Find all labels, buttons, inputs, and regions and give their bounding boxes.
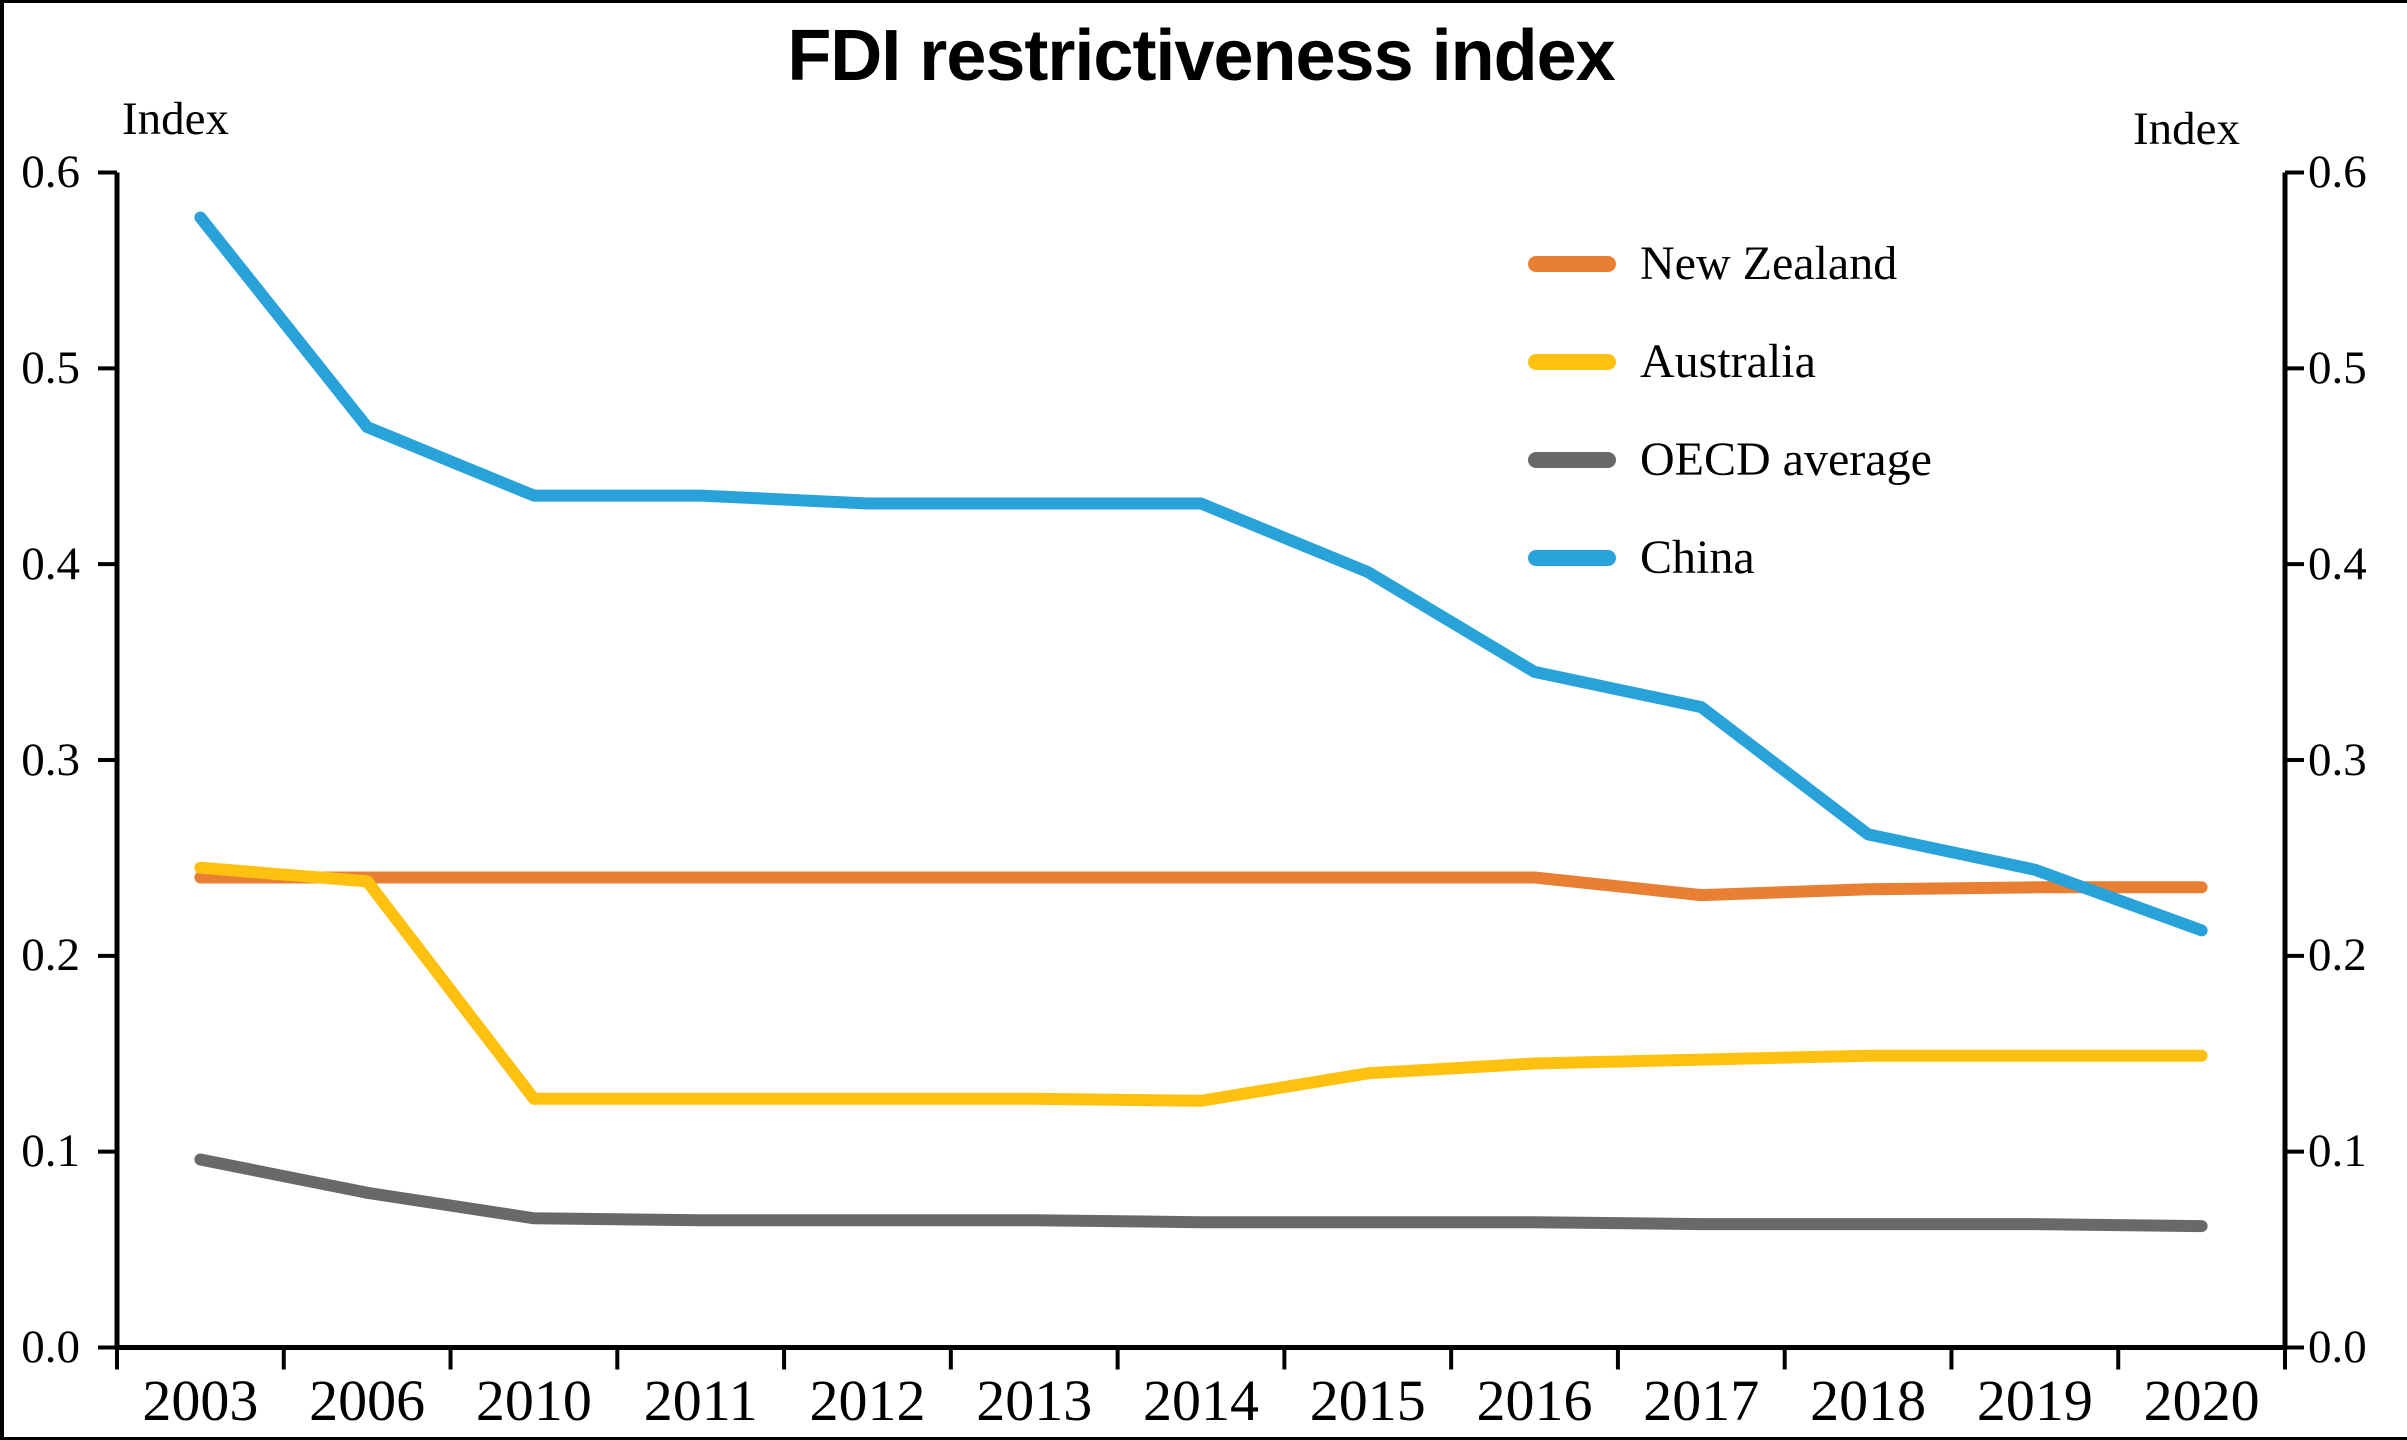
frame-border-bottom <box>0 1437 2407 1440</box>
x-tick-label-2003: 2003 <box>142 1368 259 1433</box>
y-tick-label-left: 0.5 <box>21 341 80 394</box>
series-line-new-zealand <box>194 871 2208 902</box>
series-line-australia <box>194 861 2208 1107</box>
y-tick-label-left: 0.2 <box>21 929 80 982</box>
x-tick-label-2013: 2013 <box>976 1368 1093 1433</box>
x-tick-label-2015: 2015 <box>1309 1368 1426 1433</box>
chart-title: FDI restrictiveness index <box>787 16 1615 96</box>
y-tick-label-right: 0.1 <box>2308 1125 2367 1178</box>
y-tick-label-right: 0.0 <box>2308 1321 2367 1373</box>
y-tick-label-right: 0.2 <box>2308 929 2367 982</box>
y-tick-label-right: 0.3 <box>2308 733 2367 786</box>
y-axis-unit-label-left: Index <box>122 93 230 145</box>
series-line-oecd-average <box>194 1153 2208 1233</box>
y-tick-label-right: 0.5 <box>2308 341 2367 394</box>
y-tick-label-right: 0.4 <box>2308 537 2367 590</box>
x-tick-label-2014: 2014 <box>1143 1368 1259 1433</box>
x-tick-label-2011: 2011 <box>643 1368 758 1433</box>
x-tick-label-2006: 2006 <box>309 1368 426 1433</box>
legend-item-australia: Australia <box>1528 313 1932 411</box>
legend-label-new-zealand: New Zealand <box>1640 237 1898 290</box>
y-tick-label-left: 0.6 <box>21 146 80 198</box>
legend-label-oecd-average: OECD average <box>1640 433 1932 486</box>
legend-item-china: China <box>1528 509 1932 607</box>
y-tick-label-left: 0.1 <box>21 1125 80 1178</box>
x-tick-label-2019: 2019 <box>1976 1368 2093 1433</box>
x-tick-label-2016: 2016 <box>1476 1368 1593 1433</box>
legend-label-china: China <box>1640 531 1755 584</box>
frame-border-top <box>0 0 2407 3</box>
x-tick-label-2020: 2020 <box>2143 1368 2260 1433</box>
y-axis-unit-label-right: Index <box>2133 103 2241 155</box>
x-tick-label-2012: 2012 <box>809 1368 926 1433</box>
y-tick-label-left: 0.3 <box>21 733 80 786</box>
y-tick-label-right: 0.6 <box>2308 146 2367 198</box>
y-tick-label-left: 0.4 <box>21 537 80 590</box>
x-tick-label-2018: 2018 <box>1810 1368 1927 1433</box>
legend-item-new-zealand: New Zealand <box>1528 215 1932 313</box>
y-tick-label-left: 0.0 <box>21 1321 80 1373</box>
legend: New Zealand Australia OECD average China <box>1528 215 1932 607</box>
legend-swatch-oecd-average <box>1528 452 1616 468</box>
legend-item-oecd-average: OECD average <box>1528 411 1932 509</box>
legend-swatch-new-zealand <box>1528 256 1616 272</box>
legend-swatch-australia <box>1528 354 1616 370</box>
legend-swatch-china <box>1528 550 1616 566</box>
frame-border-left <box>0 0 4 1440</box>
legend-label-australia: Australia <box>1640 335 1816 388</box>
x-tick-label-2010: 2010 <box>475 1368 592 1433</box>
x-tick-label-2017: 2017 <box>1643 1368 1760 1433</box>
series-line-china <box>194 211 2208 937</box>
